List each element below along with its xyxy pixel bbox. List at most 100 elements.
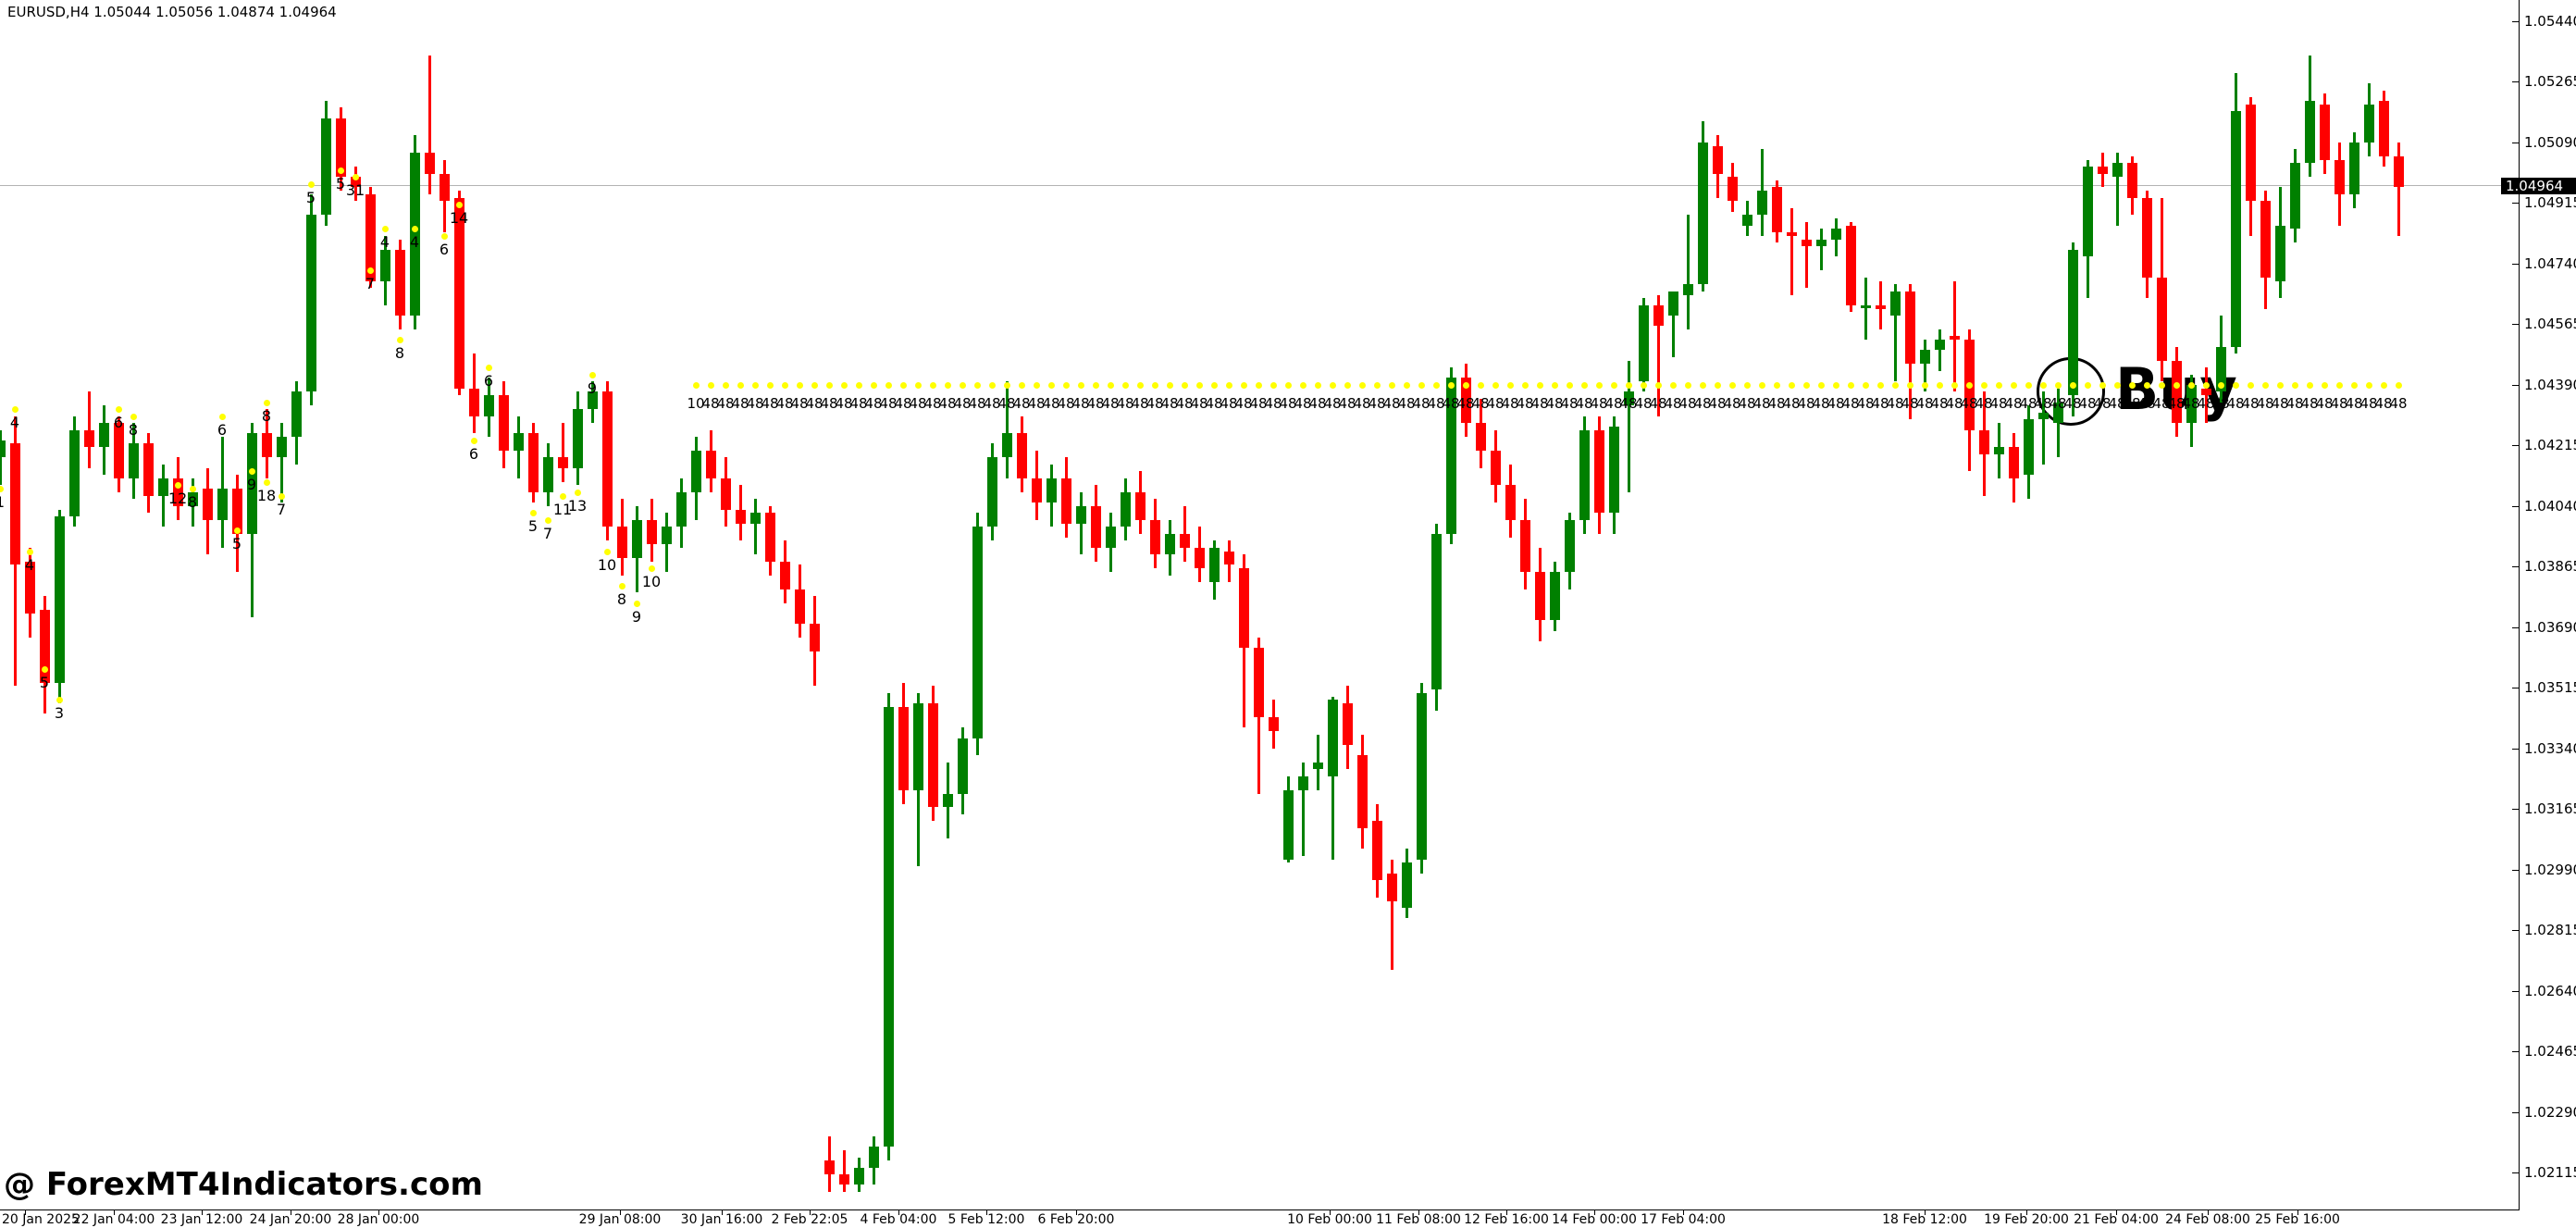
time-axis-label: 25 Feb 16:00: [2255, 1212, 2340, 1227]
candle-body-bull: [1121, 492, 1131, 527]
support-line-dot: [1330, 382, 1336, 389]
candle-body-bull: [750, 513, 761, 524]
candle-wick-bull: [1302, 763, 1305, 856]
support-line-dot: [1019, 382, 1025, 389]
bar-count-label: 48: [1220, 395, 1238, 412]
bar-count-label: 48: [1827, 395, 1845, 412]
time-axis-label: 24 Feb 08:00: [2165, 1212, 2250, 1227]
bar-count-label: 48: [1397, 395, 1416, 412]
support-line-dot: [2396, 382, 2402, 389]
semaphore-number: 8: [187, 493, 198, 511]
time-axis-label: 23 Jan 12:00: [160, 1212, 243, 1227]
candle-body-bear: [2142, 198, 2152, 278]
bar-count-label: 48: [879, 395, 898, 412]
support-line-dot: [2203, 382, 2210, 389]
candle-wick-bull: [0, 430, 2, 485]
semaphore-number: 11: [552, 501, 573, 518]
semaphore-number: 6: [468, 445, 479, 463]
support-line-dot: [1744, 382, 1751, 389]
candle-body-bear: [1535, 572, 1545, 620]
support-line-dot: [1596, 382, 1603, 389]
support-line-dot: [1152, 382, 1158, 389]
bar-count-label: 48: [2271, 395, 2289, 412]
bar-count-label: 48: [2197, 395, 2215, 412]
support-line-dot: [826, 382, 833, 389]
candle-body-bear: [2098, 167, 2108, 174]
semaphore-dot: [575, 490, 581, 496]
support-line-dot: [2218, 382, 2224, 389]
bar-count-label: 48: [746, 395, 764, 412]
bar-count-label: 48: [1619, 395, 1638, 412]
time-axis-label: 10 Feb 00:00: [1287, 1212, 1372, 1227]
candle-body-bear: [1150, 520, 1160, 554]
time-axis-label: 28 Jan 00:00: [337, 1212, 420, 1227]
candle-wick-bull: [1006, 381, 1009, 478]
bar-count-label: 48: [1575, 395, 1593, 412]
candle-body-bull: [854, 1168, 864, 1185]
candle-body-bull: [2083, 167, 2093, 256]
support-line-dot: [2174, 382, 2180, 389]
support-line-dot: [1300, 382, 1307, 389]
candle-body-bear: [395, 250, 405, 316]
candle-body-bull: [188, 492, 198, 506]
support-line-dot: [1641, 382, 1647, 389]
chart-plot-area[interactable]: Buy 104848484848484848484848484848484848…: [0, 0, 2520, 1210]
semaphore-number: 5: [527, 517, 539, 535]
candle-body-bull: [2186, 385, 2197, 423]
candle-body-bull: [158, 478, 168, 496]
support-line-dot: [1537, 382, 1543, 389]
bar-count-label: 48: [1471, 395, 1490, 412]
semaphore-number: 6: [439, 241, 450, 258]
candle-body-bear: [2172, 361, 2182, 423]
bar-count-label: 48: [1486, 395, 1505, 412]
bar-count-label: 48: [820, 395, 838, 412]
candle-body-bull: [1209, 548, 1220, 582]
bar-count-label: 48: [1442, 395, 1460, 412]
semaphore-dot: [619, 583, 625, 589]
candle-wick-bear: [1790, 208, 1793, 295]
bar-count-label: 48: [1693, 395, 1712, 412]
support-line-dot: [1863, 382, 1869, 389]
time-axis-tick: [1418, 1209, 1419, 1215]
semaphore-dot: [560, 493, 566, 500]
candle-body-bear: [2009, 447, 2019, 478]
support-line-dot: [811, 382, 818, 389]
candle-body-bull: [573, 409, 583, 468]
semaphore-dot: [27, 549, 33, 555]
candle-body-bear: [1461, 378, 1471, 423]
price-axis-tick: [2512, 1051, 2519, 1052]
price-axis-tick: [2512, 991, 2519, 992]
bar-count-label: 48: [1146, 395, 1164, 412]
price-axis-tick: [2512, 749, 2519, 750]
current-price-tag: 1.04964: [2501, 178, 2576, 194]
candle-body-bear: [2201, 389, 2211, 395]
bar-count-label: 48: [2374, 395, 2393, 412]
candle-body-bear: [10, 443, 20, 564]
support-line-dot: [1433, 382, 1440, 389]
bar-count-label: 48: [2019, 395, 2037, 412]
candle-body-bull: [662, 527, 672, 544]
support-line-dot: [1670, 382, 1677, 389]
support-line-dot: [1404, 382, 1410, 389]
bar-count-label: 48: [864, 395, 883, 412]
candle-wick-bull: [1628, 361, 1630, 492]
time-axis-label: 20 Jan 2025: [2, 1212, 80, 1227]
time-axis-tick: [898, 1209, 899, 1215]
semaphore-number: 31: [345, 181, 365, 199]
bar-count-label: 48: [1590, 395, 1608, 412]
support-line-dot: [1093, 382, 1099, 389]
candle-body-bull: [2275, 226, 2285, 281]
support-line-dot: [2099, 382, 2106, 389]
price-axis-label: 1.05090: [2524, 134, 2576, 151]
support-line-dot: [1715, 382, 1721, 389]
support-line-dot: [2381, 382, 2387, 389]
support-line-dot: [1418, 382, 1425, 389]
candle-body-bear: [232, 489, 242, 534]
candle-body-bull: [958, 738, 968, 794]
candle-body-bull: [2305, 101, 2315, 163]
price-axis-label: 1.05265: [2524, 73, 2576, 90]
bar-count-label: 48: [1708, 395, 1727, 412]
support-line-dot: [1892, 382, 1899, 389]
support-line-dot: [1478, 382, 1484, 389]
